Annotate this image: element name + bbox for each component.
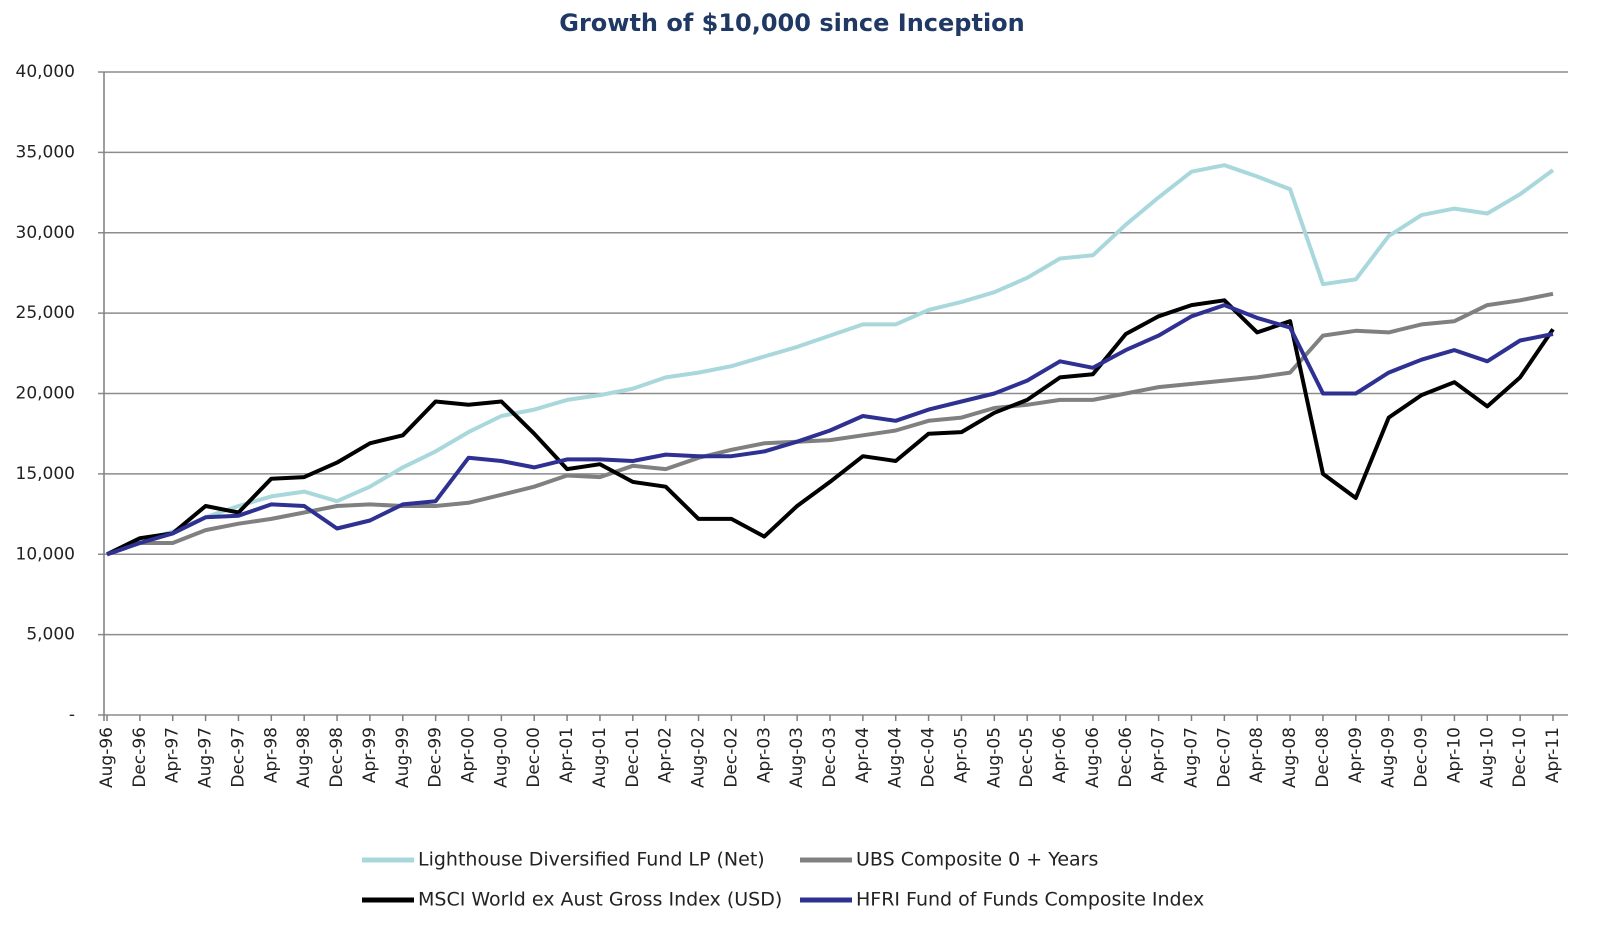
x-tick-label: Dec-97 xyxy=(228,727,248,788)
y-tick-label: 15,000 xyxy=(16,464,75,484)
x-tick-label: Apr-07 xyxy=(1149,727,1169,783)
x-tick-label: Aug-05 xyxy=(984,727,1004,788)
series-line xyxy=(106,291,1554,557)
x-tick-label: Dec-96 xyxy=(130,727,150,788)
legend-label: MSCI World ex Aust Gross Index (USD) xyxy=(418,889,782,911)
x-tick-label: Aug-96 xyxy=(97,727,117,788)
y-tick-label: 5,000 xyxy=(26,625,75,645)
x-tick-label: Aug-01 xyxy=(590,727,610,788)
chart-title: Growth of $10,000 since Inception xyxy=(559,9,1025,37)
y-tick-label: 10,000 xyxy=(16,544,75,564)
x-tick-label: Apr-11 xyxy=(1543,727,1563,783)
x-tick-label: Dec-06 xyxy=(1116,727,1136,788)
x-tick-label: Apr-05 xyxy=(951,727,971,783)
legend-label: UBS Composite 0 + Years xyxy=(856,849,1098,871)
x-tick-label: Aug-99 xyxy=(393,727,413,788)
y-tick-label: - xyxy=(69,705,75,725)
x-tick-label: Dec-04 xyxy=(919,727,939,788)
y-tick-label: 40,000 xyxy=(16,62,75,82)
y-tick-label: 20,000 xyxy=(16,384,75,404)
x-tick-label: Apr-04 xyxy=(853,727,873,783)
y-tick-label: 30,000 xyxy=(16,223,75,243)
x-tick-label: Apr-97 xyxy=(163,727,183,783)
x-tick-label: Apr-08 xyxy=(1247,727,1267,783)
legend-label: HFRI Fund of Funds Composite Index xyxy=(856,889,1204,911)
x-tick-label: Dec-05 xyxy=(1017,727,1037,788)
x-tick-label: Apr-03 xyxy=(754,727,774,783)
x-tick-label: Dec-09 xyxy=(1412,727,1432,788)
x-tick-label: Aug-02 xyxy=(689,727,709,788)
x-tick-label: Apr-10 xyxy=(1444,727,1464,783)
y-tick-label: 25,000 xyxy=(16,303,75,323)
x-tick-label: Dec-02 xyxy=(721,727,741,788)
x-tick-label: Apr-98 xyxy=(261,727,281,783)
x-tick-label: Aug-06 xyxy=(1083,727,1103,788)
series-line xyxy=(106,163,1555,557)
x-tick-label: Apr-01 xyxy=(557,727,577,783)
x-tick-label: Dec-99 xyxy=(426,727,446,788)
x-tick-label: Apr-99 xyxy=(360,727,380,783)
series-line xyxy=(106,303,1554,557)
x-tick-label: Dec-01 xyxy=(623,727,643,788)
x-tick-label: Apr-00 xyxy=(459,727,479,783)
x-tick-label: Dec-00 xyxy=(524,727,544,788)
legend-label: Lighthouse Diversified Fund LP (Net) xyxy=(418,849,765,871)
x-tick-label: Dec-98 xyxy=(327,727,347,788)
x-tick-label: Aug-10 xyxy=(1477,727,1497,788)
x-tick-label: Dec-03 xyxy=(820,727,840,788)
x-tick-label: Aug-97 xyxy=(196,727,216,788)
x-tick-label: Apr-02 xyxy=(656,727,676,783)
x-tick-label: Aug-07 xyxy=(1182,727,1202,788)
x-tick-label: Apr-06 xyxy=(1050,727,1070,783)
x-tick-label: Aug-03 xyxy=(787,727,807,788)
series-line xyxy=(106,298,1555,557)
x-tick-label: Apr-09 xyxy=(1346,727,1366,783)
x-tick-label: Aug-98 xyxy=(294,727,314,788)
x-tick-label: Dec-07 xyxy=(1214,727,1234,788)
x-tick-label: Aug-04 xyxy=(886,727,906,788)
x-tick-label: Aug-08 xyxy=(1280,727,1300,788)
x-tick-label: Dec-08 xyxy=(1313,727,1333,788)
x-tick-label: Dec-10 xyxy=(1510,727,1530,788)
x-tick-label: Aug-00 xyxy=(491,727,511,788)
x-tick-label: Aug-09 xyxy=(1379,727,1399,788)
y-tick-label: 35,000 xyxy=(16,142,75,162)
